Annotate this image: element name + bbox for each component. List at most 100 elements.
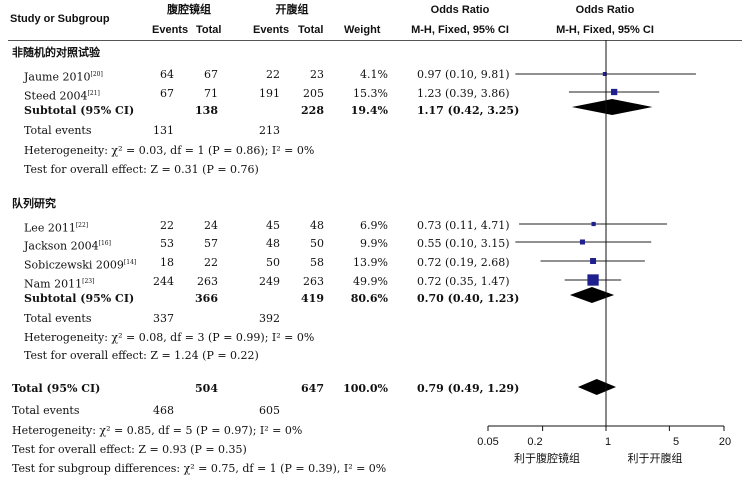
total-1: 22 [204,256,218,269]
grand-heterogeneity-text: Heterogeneity: χ² = 0.85, df = 5 (P = 0.… [12,424,303,437]
study-marker [587,274,599,286]
events-1: 67 [160,87,174,100]
grand-events-1: 468 [153,404,174,417]
study-marker [611,88,618,96]
or-value: 0.55 (0.10, 3.15) [417,237,510,250]
events-2: 22 [266,68,280,81]
total-1: 71 [204,87,218,100]
subtotal-label: Subtotal (95% CI) [24,104,135,117]
events-2: 50 [266,256,280,269]
grand-events-label: Total events [12,404,80,417]
study-marker [602,72,607,76]
x-tick-label: 0.2 [527,436,543,448]
subtotal-total-1: 138 [195,104,218,117]
events-2: 45 [266,219,280,232]
x-tick-label: 0.05 [477,436,499,448]
study-name: Sobiczewski 2009[14] [24,258,137,272]
total-events-1: 131 [153,124,174,137]
plot-header: Odds Ratio [575,4,635,16]
study-column-header: Study or Subgroup [10,13,110,25]
events-2: 249 [259,275,280,288]
or-header: Odds Ratio [430,4,490,16]
heterogeneity-text: Heterogeneity: χ² = 0.03, df = 1 (P = 0.… [24,144,315,157]
or-value: 0.97 (0.10, 9.81) [417,68,510,81]
or-value: 1.23 (0.39, 3.86) [417,87,510,100]
events-1: 18 [160,256,174,269]
total-label: Total (95% CI) [12,382,101,395]
subtotal-or: 1.17 (0.42, 3.25) [417,104,520,117]
weight-value: 9.9% [360,237,388,250]
weight-value: 49.9% [353,275,388,288]
group1-total-header: Total [196,24,222,36]
subtotal-or: 0.70 (0.40, 1.23) [417,292,520,305]
or-value: 0.73 (0.11, 4.71) [417,219,510,232]
events-1: 53 [160,237,174,250]
x-tick-label: 5 [672,436,680,448]
total-events-2: 392 [259,312,280,325]
total-events-2: 213 [259,124,280,137]
total-1: 67 [204,68,218,81]
or-value: 0.72 (0.35, 1.47) [417,275,510,288]
plot-subheader: M-H, Fixed, 95% CI [556,24,654,36]
weight-value: 4.1% [360,68,388,81]
group1-header: 腹腔镜组 [167,4,211,16]
group2-total-header: Total [298,24,324,36]
events-1: 244 [153,275,174,288]
events-2: 48 [266,237,280,250]
overall-effect-text: Test for overall effect: Z = 1.24 (P = 0… [24,349,259,362]
heterogeneity-text: Heterogeneity: χ² = 0.08, df = 3 (P = 0.… [24,331,315,344]
x-tick-label: 20 [718,436,732,448]
grand-events-2: 605 [259,404,280,417]
total-2: 48 [310,219,324,232]
total-2: 58 [310,256,324,269]
group1-events-header: Events [152,24,189,36]
subtotal-total-2: 228 [301,104,324,117]
total-1: 24 [204,219,218,232]
total-1: 263 [197,275,218,288]
study-marker [591,221,596,227]
total-2: 23 [310,68,324,81]
study-name: Steed 2004[21] [24,89,100,103]
study-name: Jackson 2004[16] [24,239,111,253]
study-name: Lee 2011[22] [24,221,89,235]
total-2: 50 [310,237,324,250]
subgroup-title: 非随机的对照试验 [12,46,100,59]
subgroup-difference-text: Test for subgroup differences: χ² = 0.75… [12,462,387,475]
total-events-label: Total events [24,124,92,137]
subtotal-label: Subtotal (95% CI) [24,292,135,305]
total-events-1: 337 [153,312,174,325]
total-2: 205 [303,87,324,100]
study-name: Nam 2011[23] [24,277,95,291]
subtotal-weight: 80.6% [350,292,388,305]
subtotal-diamond [569,287,615,303]
grand-total-2: 647 [301,382,324,395]
events-1: 22 [160,219,174,232]
grand-weight: 100.0% [343,382,388,395]
header-rule [8,40,742,41]
group2-events-header: Events [253,24,290,36]
events-2: 191 [259,87,280,100]
favours-left-label: 利于腹腔镜组 [514,452,580,465]
group2-header: 开腹组 [275,4,309,16]
study-name: Jaume 2010[20] [24,70,103,84]
total-1: 57 [204,237,218,250]
subtotal-weight: 19.4% [350,104,388,117]
total-events-label: Total events [24,312,92,325]
study-marker [590,258,597,264]
study-marker [579,239,585,245]
weight-header: Weight [344,24,381,36]
or-subheader: M-H, Fixed, 95% CI [411,24,509,36]
subtotal-total-2: 419 [301,292,324,305]
grand-overall-effect-text: Test for overall effect: Z = 0.93 (P = 0… [12,443,247,456]
total-diamond [577,379,617,395]
subtotal-total-1: 366 [195,292,218,305]
weight-value: 15.3% [353,87,388,100]
weight-value: 6.9% [360,219,388,232]
or-value: 0.72 (0.19, 2.68) [417,256,510,269]
subgroup-title: 队列研究 [12,197,56,210]
weight-value: 13.9% [353,256,388,269]
grand-or: 0.79 (0.49, 1.29) [417,382,520,395]
events-1: 64 [160,68,174,81]
subtotal-diamond [571,99,653,115]
grand-total-1: 504 [195,382,218,395]
